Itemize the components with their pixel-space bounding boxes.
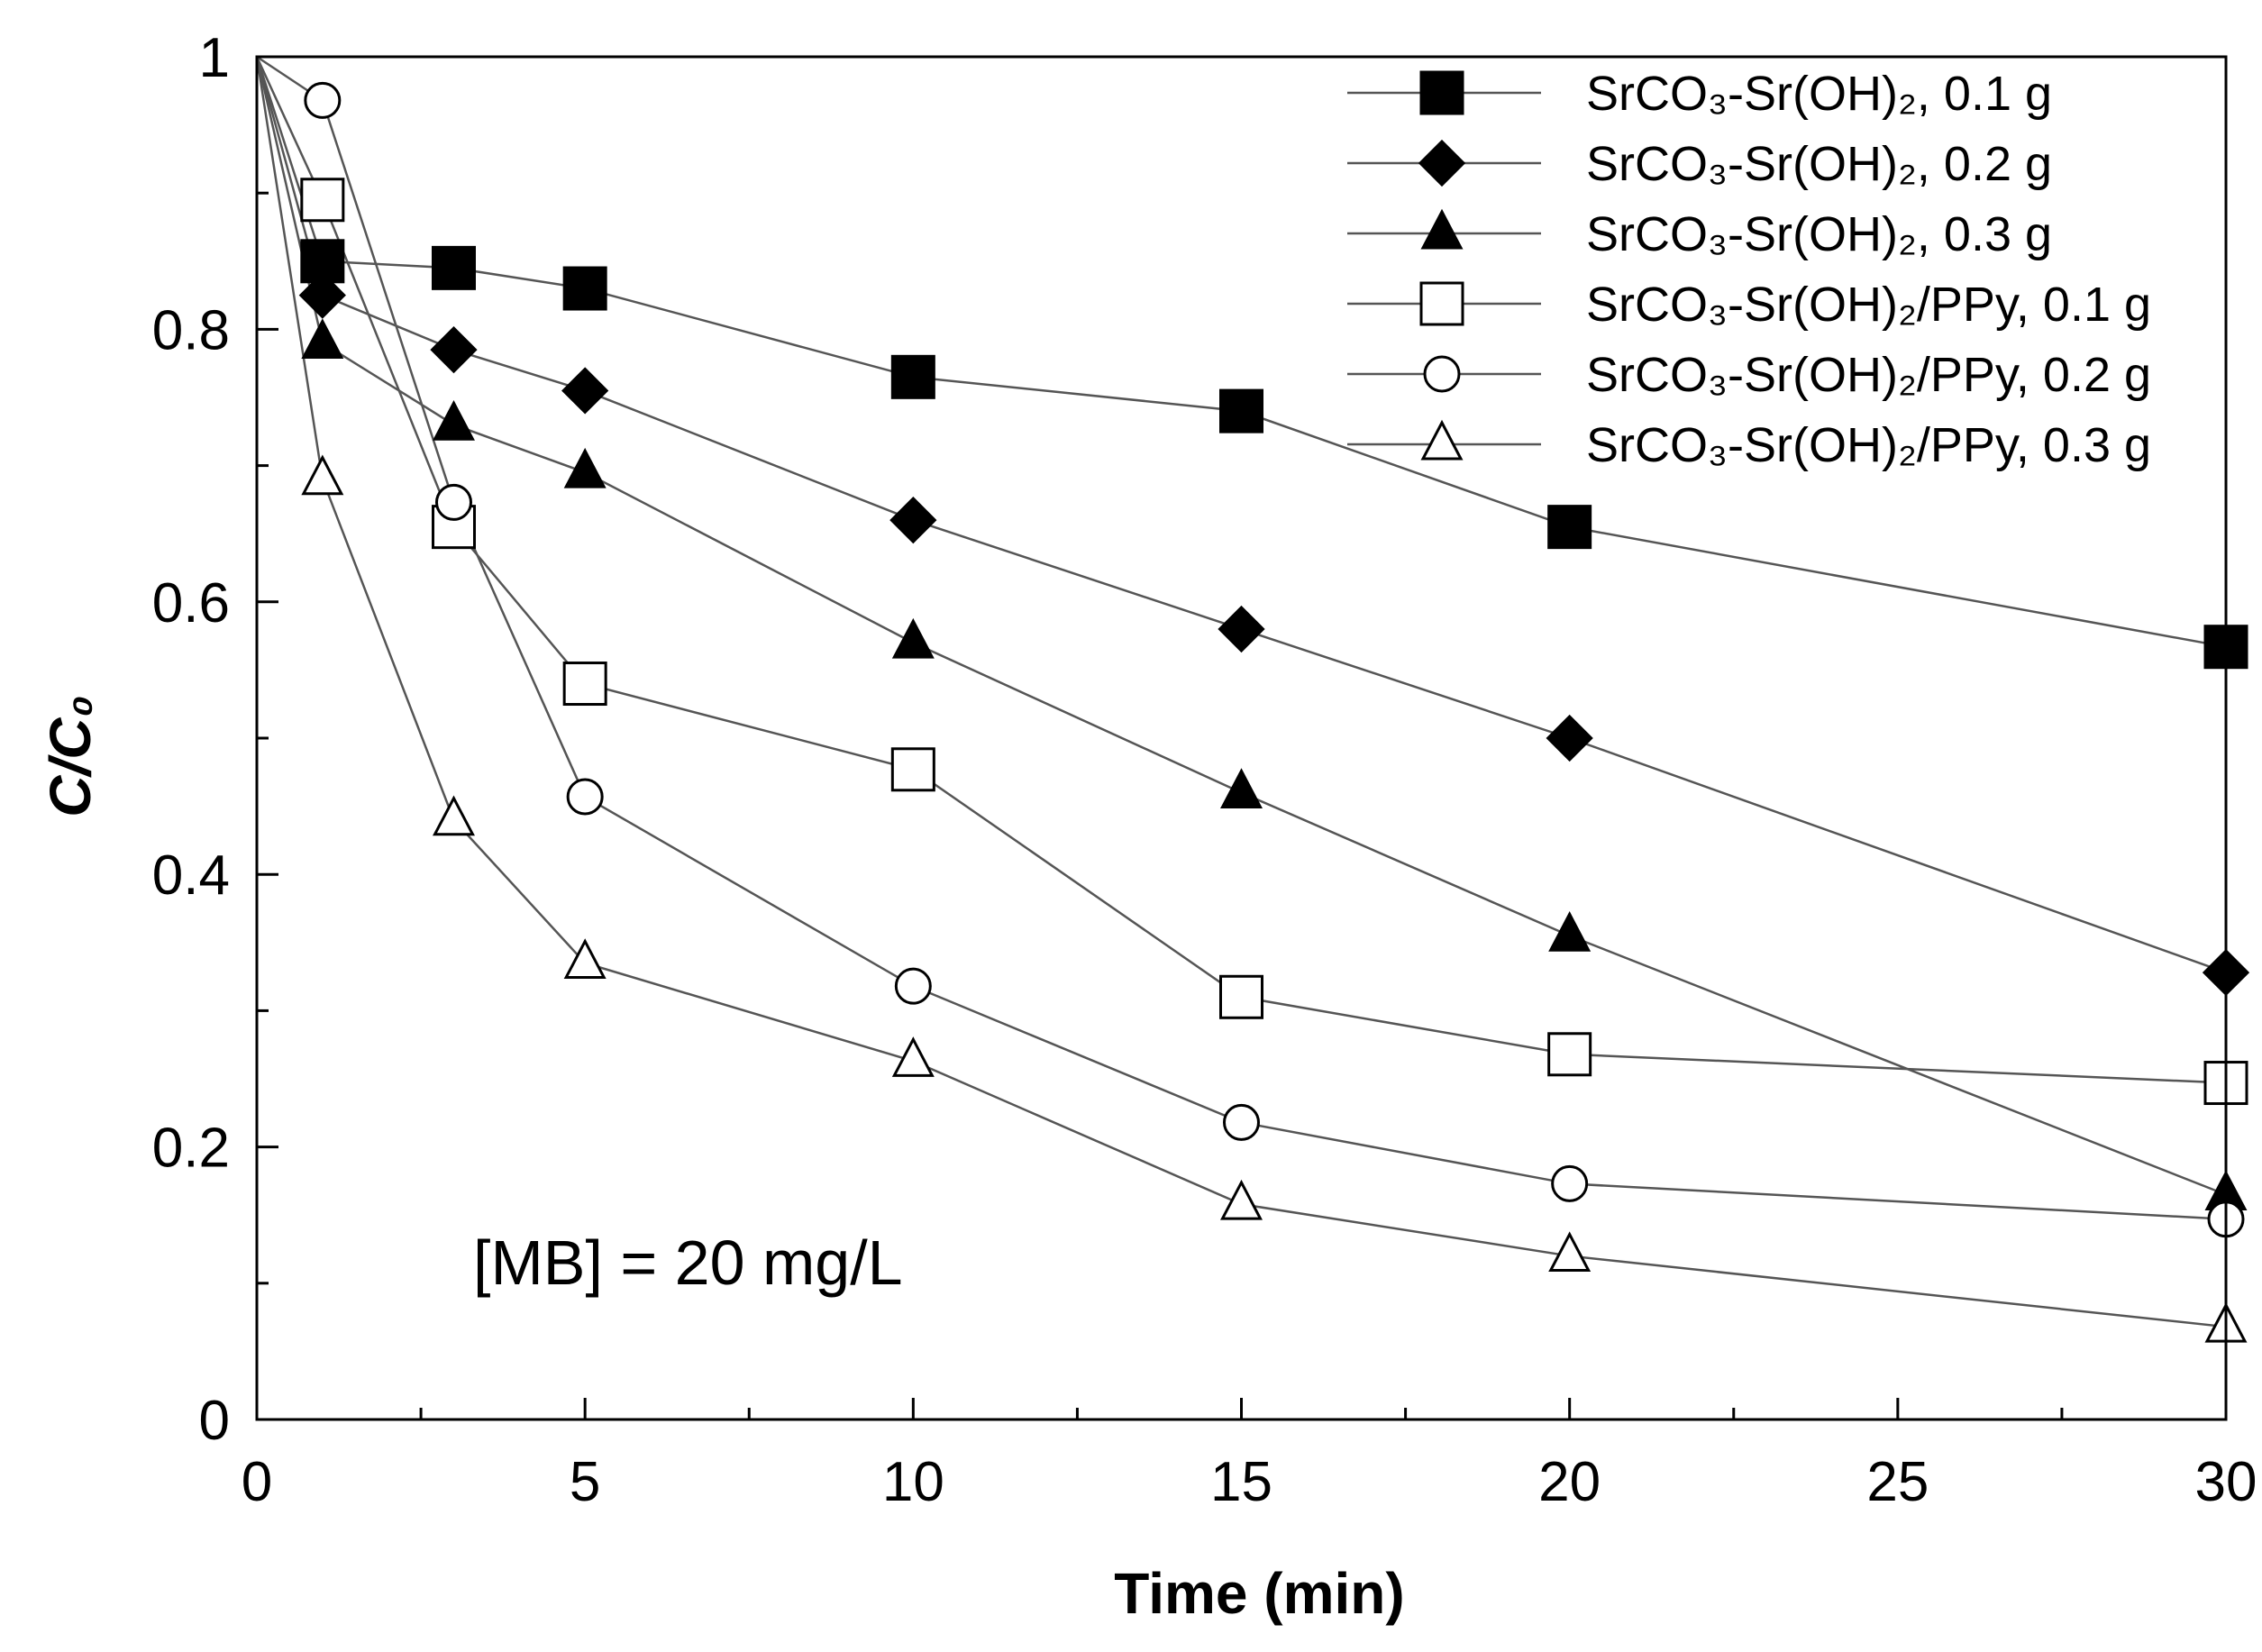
series-2-point — [889, 496, 937, 544]
legend-marker — [1419, 70, 1464, 115]
series-6-point — [433, 795, 475, 836]
legend-marker — [1423, 355, 1461, 393]
legend-marker — [1420, 208, 1464, 250]
series-5-point — [1551, 1164, 1589, 1202]
series-3-point — [1220, 768, 1263, 808]
legend: SrCO₃-Sr(OH)₂, 0.1 g SrCO₃-Sr(OH)₂, 0.2 g… — [1347, 67, 2151, 472]
y-tick-label: 0.2 — [152, 1118, 230, 1180]
series-3-point — [301, 318, 344, 360]
series-1-point — [562, 266, 607, 311]
x-tick-label: 15 — [1210, 1451, 1272, 1513]
annotation-mb: [MB] = 20 mg/L — [473, 1228, 903, 1298]
series-6-point — [301, 454, 344, 496]
series-1-point — [1547, 505, 1592, 550]
series-4-point — [300, 178, 345, 223]
series-line-5 — [256, 55, 2227, 1220]
legend-label: SrCO₃-Sr(OH)₂/PPy, 0.3 g — [1586, 418, 2151, 472]
y-tick-label: 1 — [199, 27, 230, 89]
series-1-point — [1219, 388, 1263, 434]
series-5-point — [435, 483, 472, 521]
y-tick-labels: 0 0.2 0.4 0.6 0.8 1 — [152, 27, 230, 1452]
series-5-point — [304, 81, 342, 119]
series-line-2 — [255, 56, 2227, 974]
legend-label: SrCO₃-Sr(OH)₂/PPy, 0.2 g — [1586, 348, 2151, 402]
series-2-point — [430, 325, 478, 374]
series-markers — [298, 81, 2250, 1343]
axis-ticks — [255, 55, 2228, 1421]
series-3-point — [433, 400, 475, 441]
series-4-point — [890, 747, 935, 792]
series-6-point — [891, 1036, 935, 1077]
series-4-point — [1547, 1032, 1592, 1077]
series-1-point — [890, 354, 935, 399]
x-tick-label: 0 — [242, 1451, 272, 1513]
x-tick-label: 5 — [570, 1451, 600, 1513]
x-tick-label: 30 — [2195, 1451, 2257, 1513]
series-line-3 — [255, 56, 2227, 1196]
series-6-point — [1548, 1231, 1592, 1273]
series-3-point — [563, 447, 607, 488]
series-2-point — [298, 271, 346, 319]
series-4-point — [1219, 974, 1263, 1019]
legend-marker — [1418, 139, 1466, 187]
x-tick-label: 25 — [1866, 1451, 1929, 1513]
y-tick-label: 0.6 — [152, 572, 230, 634]
legend-marker — [1419, 281, 1464, 326]
x-tick-labels: 0 5 10 15 20 25 30 — [242, 1451, 2257, 1513]
series-4-point — [562, 662, 607, 707]
x-axis-title: Time (min) — [1114, 1561, 1404, 1626]
y-tick-label: 0.8 — [152, 299, 230, 361]
series-6-point — [563, 938, 607, 979]
series-2-point — [1218, 605, 1265, 653]
series-1-point — [432, 245, 476, 290]
x-tick-label: 20 — [1538, 1451, 1601, 1513]
y-tick-label: 0.4 — [152, 844, 230, 907]
legend-marker — [1420, 419, 1464, 461]
legend-label: SrCO₃-Sr(OH)₂/PPy, 0.1 g — [1586, 278, 2151, 332]
series-5-point — [894, 967, 932, 1005]
series-5-point — [1223, 1103, 1260, 1141]
x-tick-label: 10 — [882, 1451, 944, 1513]
series-2-point — [1546, 714, 1593, 762]
series-3-point — [891, 617, 935, 659]
series-6-point — [1220, 1179, 1263, 1220]
legend-label: SrCO₃-Sr(OH)₂, 0.1 g — [1586, 67, 2052, 121]
y-tick-label: 0 — [199, 1390, 230, 1452]
y-axis-title: C/C₀ — [38, 695, 103, 817]
legend-label: SrCO₃-Sr(OH)₂, 0.2 g — [1586, 137, 2052, 191]
series-line-6 — [255, 56, 2227, 1328]
series-5-point — [566, 778, 604, 816]
legend-label: SrCO₃-Sr(OH)₂, 0.3 g — [1586, 207, 2052, 261]
series-2-point — [561, 367, 609, 415]
series-3-point — [1548, 911, 1592, 952]
